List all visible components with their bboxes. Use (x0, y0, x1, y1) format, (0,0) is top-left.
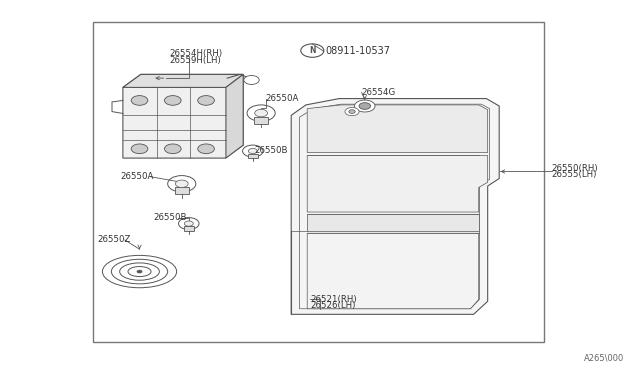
Polygon shape (307, 214, 479, 231)
Text: 08911-10537: 08911-10537 (325, 46, 390, 56)
Text: 26550B: 26550B (154, 213, 187, 222)
Bar (254, 117, 268, 124)
Polygon shape (123, 74, 243, 87)
Circle shape (131, 144, 148, 154)
Circle shape (179, 218, 199, 230)
Circle shape (248, 148, 257, 154)
Circle shape (184, 221, 193, 226)
Circle shape (137, 270, 142, 273)
Circle shape (255, 109, 268, 117)
Circle shape (198, 96, 214, 105)
Polygon shape (226, 74, 243, 158)
Bar (248, 154, 258, 158)
Circle shape (198, 144, 214, 154)
Circle shape (131, 96, 148, 105)
Text: 26554G: 26554G (362, 88, 396, 97)
Polygon shape (307, 155, 488, 212)
Circle shape (243, 145, 263, 157)
Circle shape (359, 103, 371, 109)
Text: 26526(LH): 26526(LH) (310, 301, 356, 310)
Text: 26550A: 26550A (120, 172, 154, 181)
Circle shape (175, 180, 188, 187)
Bar (175, 187, 189, 194)
Circle shape (247, 105, 275, 121)
Text: 26550Z: 26550Z (97, 235, 131, 244)
Text: 26550B: 26550B (255, 146, 288, 155)
Circle shape (301, 44, 324, 57)
Polygon shape (307, 105, 488, 153)
Text: 26550A: 26550A (266, 94, 299, 103)
Circle shape (349, 110, 355, 113)
Circle shape (168, 176, 196, 192)
Circle shape (355, 100, 375, 112)
Polygon shape (291, 99, 499, 314)
Bar (184, 226, 194, 231)
Text: 26555(LH): 26555(LH) (552, 170, 597, 179)
Circle shape (164, 96, 181, 105)
Polygon shape (123, 74, 243, 158)
Text: 26550(RH): 26550(RH) (552, 164, 598, 173)
Text: 26554H(RH): 26554H(RH) (170, 49, 223, 58)
Circle shape (345, 108, 359, 116)
Circle shape (244, 76, 259, 84)
Polygon shape (307, 233, 479, 309)
Circle shape (164, 144, 181, 154)
Text: A265\000: A265\000 (584, 353, 624, 362)
Text: 26559H(LH): 26559H(LH) (170, 56, 221, 65)
Text: 26521(RH): 26521(RH) (310, 295, 357, 304)
Bar (93, 22, 544, 342)
Text: N: N (309, 46, 316, 55)
